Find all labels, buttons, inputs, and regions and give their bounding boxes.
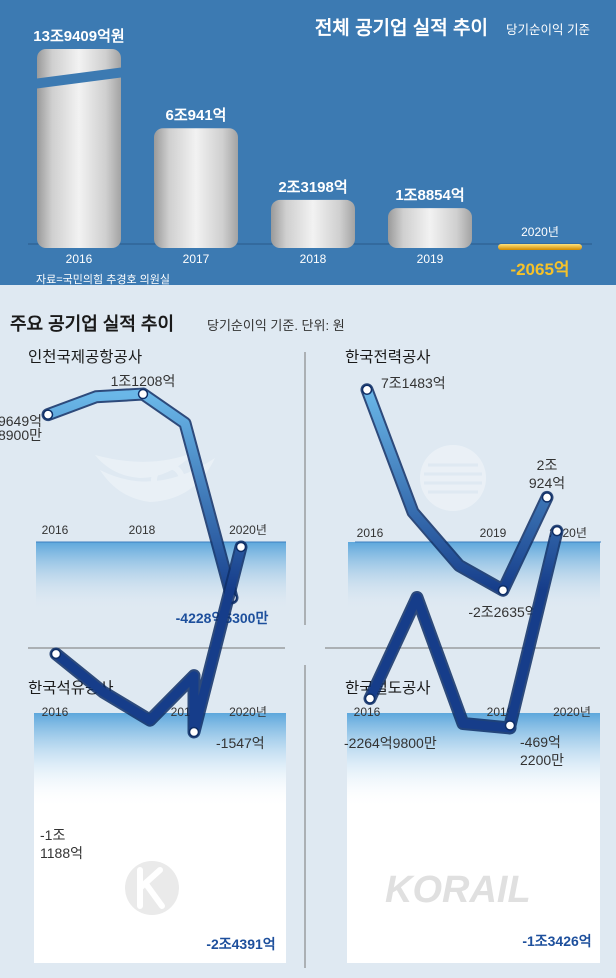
svg-text:KORAIL: KORAIL — [385, 869, 531, 911]
top-bar-1 — [154, 128, 238, 248]
knoc-logo — [125, 861, 179, 915]
line-chart-4-point-5 — [551, 525, 563, 537]
top-bar-value-label-2: 2조3198억 — [278, 178, 347, 196]
line-chart-2-point-4 — [541, 492, 553, 503]
line-chart-4-data-label-4-0: -469억 — [520, 734, 561, 750]
line-chart-4: 한국철도공사 2016 2019 2020년 -2264억9800만 -469억 2200만… — [344, 524, 592, 949]
line-chart-2-data-label-0-0: 7조1483억 — [381, 375, 446, 391]
line-chart-1-data-label-0-0: 9649억 — [0, 413, 42, 429]
line-chart-4-data-label-0-0: -2264억9800만 — [344, 735, 437, 751]
line-chart-1-point-2 — [137, 388, 149, 400]
kepco-logo — [420, 445, 486, 511]
line-chart-3-data-label-5-0: -2조4391억 — [206, 936, 275, 952]
line-chart-4-data-label-4-1: 2200만 — [520, 752, 564, 768]
top-source: 자료=국민의힘 추경호 의원실 — [36, 273, 170, 286]
top-bar-value-label-1: 6조941억 — [166, 106, 227, 124]
top-axis-break — [33, 67, 125, 89]
line-chart-2-data-label-3-0: -2조2635억 — [468, 604, 537, 620]
line-chart-4-point-4 — [504, 720, 516, 731]
line-chart-2-point-3 — [497, 584, 509, 596]
line-chart-3-data-label-0-0: -1조 — [40, 827, 65, 843]
line-chart-4-point-0 — [364, 693, 376, 704]
line-chart-3-data-label-0-1: 1188억 — [40, 845, 83, 861]
panel-3-sky — [34, 713, 286, 808]
line-chart-3-tick-2: 2020년 — [229, 705, 267, 719]
top-tick-label-2: 2018 — [300, 252, 327, 266]
line-chart-3-series — [51, 542, 246, 737]
line-chart-3-point-0 — [50, 648, 62, 660]
top-tick-label-3: 2019 — [417, 252, 444, 266]
top-subtitle: 당기순이익 기준 — [506, 23, 590, 37]
top-tick-label-0: 2016 — [66, 252, 93, 266]
top-bar-0 — [37, 49, 121, 248]
line-chart-3-point-4 — [188, 726, 200, 738]
line-chart-2-series — [362, 385, 552, 595]
top-bar-value-label-3: 1조8854억 — [395, 186, 464, 204]
line-chart-4-tick-2: 2020년 — [553, 705, 591, 719]
line-chart-4-series — [365, 526, 562, 733]
top-bar-4 — [498, 244, 582, 250]
top-bar-2 — [271, 199, 355, 248]
top-bar-value-label-4: -2065억 — [510, 260, 569, 279]
bottom-title: 주요 공기업 실적 추이 — [10, 314, 174, 334]
top-tick-label-4: 2020년 — [521, 225, 559, 239]
line-chart-4-tick-0: 2016 — [354, 705, 381, 719]
panel-1-water — [36, 542, 286, 610]
line-chart-3-point-5 — [235, 541, 247, 553]
line-chart-1-point-0 — [42, 409, 54, 420]
line-chart-1-data-label-0-1: 8900만 — [0, 427, 42, 443]
korail-logo: KORAIL — [385, 869, 531, 911]
top-title: 전체 공기업 실적 추이 — [315, 17, 488, 39]
line-chart-1-data-label-2-0: 1조1208억 — [111, 373, 176, 389]
top-bar-value-label-0: 13조9409억원 — [33, 27, 124, 45]
top-tick-label-1: 2017 — [183, 252, 210, 266]
bottom-subtitle: 당기순이익 기준. 단위: 원 — [207, 318, 345, 333]
line-chart-3-tick-0: 2016 — [42, 705, 69, 719]
top-bar-chart: 13조9409억원 2016 6조941억 2017 2조3198억 2018 1조8854… — [33, 27, 582, 279]
line-chart-3-data-label-4-0: -1547억 — [216, 735, 265, 751]
incheon-airport-logo — [95, 452, 215, 502]
line-chart-2-data-label-4-1: 924억 — [529, 475, 565, 491]
line-chart-1-title: 인천국제공항공사 — [28, 348, 142, 366]
line-chart-1-tick-2: 2020년 — [229, 523, 267, 537]
line-chart-1-tick-0: 2016 — [42, 523, 69, 537]
line-chart-2-data-label-4-0: 2조 — [537, 457, 558, 473]
line-chart-2-point-0 — [361, 384, 373, 395]
line-chart-2-tick-1: 2019 — [480, 526, 507, 540]
line-chart-4-title: 한국철도공사 — [345, 679, 431, 697]
line-chart-1-tick-1: 2018 — [129, 523, 156, 537]
line-chart-2-tick-0: 2016 — [357, 526, 384, 540]
line-chart-4-data-label-5-0: -1조3426억 — [522, 933, 591, 949]
top-bar-3 — [388, 208, 472, 248]
line-chart-2-title: 한국전력공사 — [345, 348, 431, 366]
